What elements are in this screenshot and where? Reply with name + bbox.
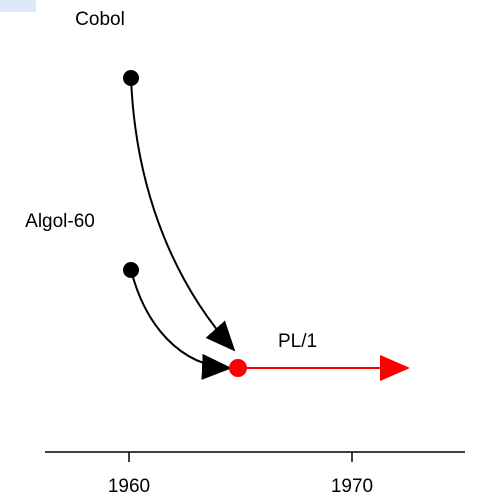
node-label: Cobol — [75, 9, 125, 30]
node-label: PL/1 — [278, 331, 317, 352]
axis-tick-label: 1970 — [331, 476, 373, 496]
arrow — [130, 77, 236, 352]
node-label: Algol-60 — [25, 211, 95, 232]
arrow — [130, 269, 232, 380]
node-dot — [123, 70, 139, 86]
corner-highlight — [0, 0, 36, 12]
node-dot — [229, 359, 247, 377]
node-dot — [123, 262, 139, 278]
axis-tick-label: 1960 — [108, 476, 150, 496]
